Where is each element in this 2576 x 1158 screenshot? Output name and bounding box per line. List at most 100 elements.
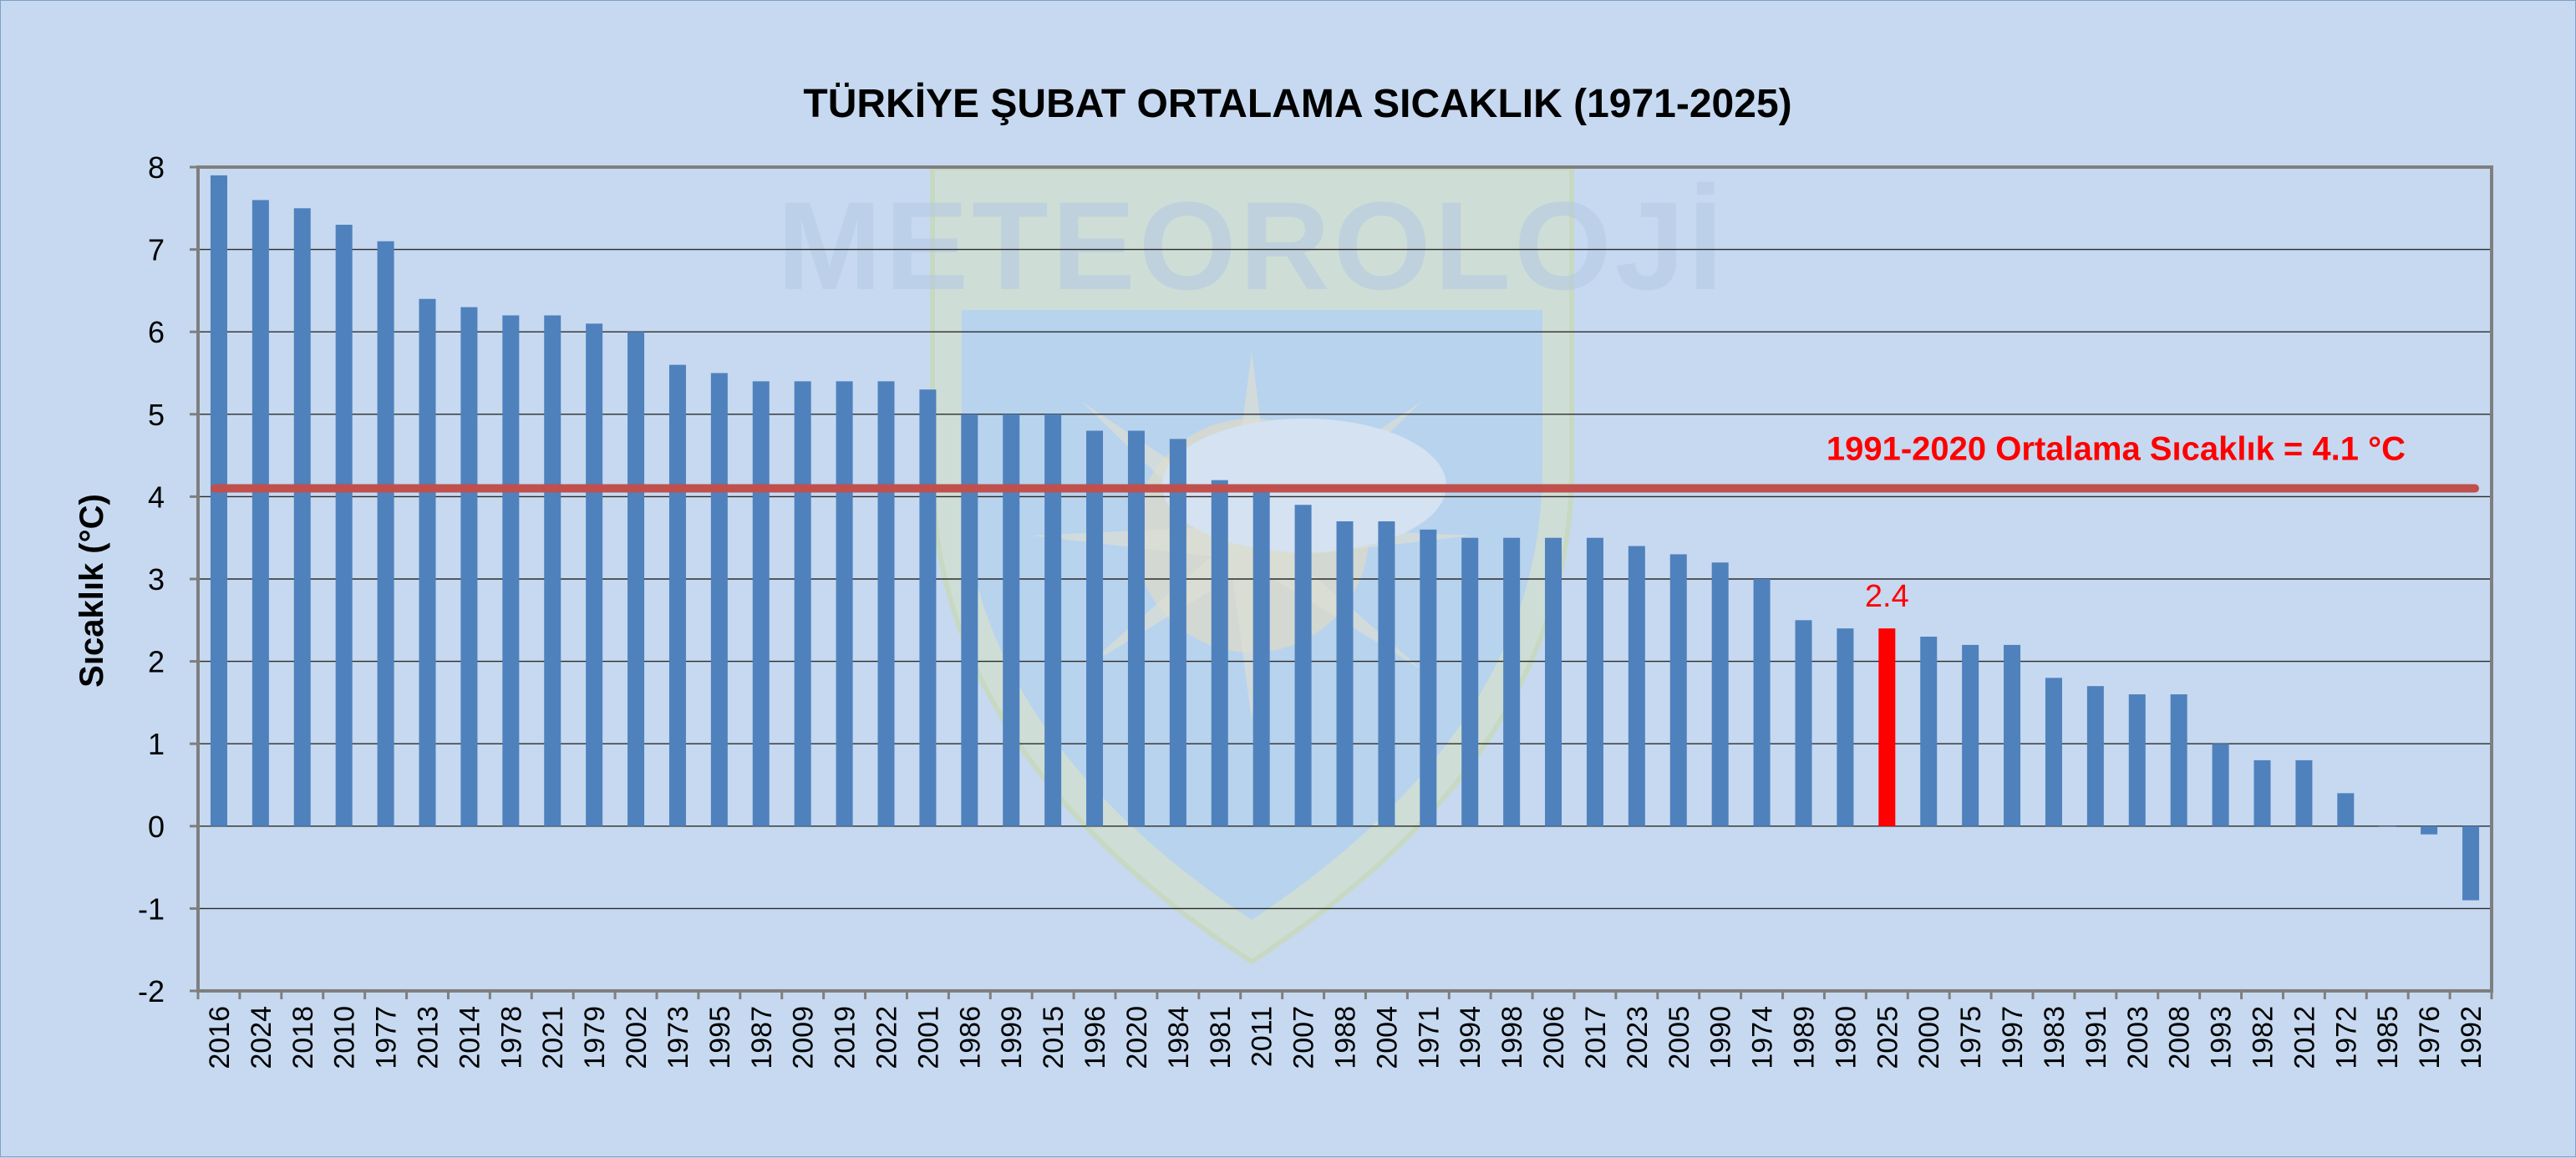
bar <box>627 332 645 826</box>
bar <box>2379 825 2396 827</box>
x-tick-label: 2013 <box>413 1006 445 1069</box>
x-tick-label: 1973 <box>663 1006 694 1069</box>
x-tick-label: 1976 <box>2414 1006 2446 1069</box>
x-tick-label: 1975 <box>1955 1006 1987 1069</box>
bar <box>1795 620 1812 826</box>
bar <box>1837 628 1854 826</box>
x-tick-label: 2011 <box>1247 1006 1278 1067</box>
x-tick-label: 2022 <box>871 1006 903 1069</box>
watermark-text: METEOROLOJİ <box>777 175 1726 316</box>
x-tick-label: 1977 <box>371 1006 403 1069</box>
y-tick-label: -2 <box>138 974 165 1008</box>
bar <box>1711 562 1729 826</box>
bar <box>794 381 811 826</box>
bar <box>1545 537 1562 826</box>
bar <box>919 389 937 826</box>
bar <box>2462 825 2480 901</box>
x-tick-label: 1990 <box>1705 1006 1737 1069</box>
x-tick-label: 1974 <box>1747 1006 1779 1069</box>
bar <box>335 225 353 826</box>
x-tick-label: 1996 <box>1080 1006 1111 1069</box>
x-tick-label: 2002 <box>621 1006 653 1069</box>
bar <box>2212 744 2229 826</box>
x-tick-label: 2014 <box>454 1006 485 1069</box>
bar <box>2295 759 2313 826</box>
bar <box>1669 554 1687 826</box>
x-tick-label: 1981 <box>1205 1006 1237 1069</box>
bar <box>1420 529 1437 826</box>
x-tick-label: 1998 <box>1496 1006 1528 1069</box>
bar <box>710 373 728 826</box>
x-tick-label: 2005 <box>1664 1006 1695 1069</box>
y-tick-label: -1 <box>138 891 165 926</box>
x-tick-label: 2000 <box>1913 1006 1945 1069</box>
bar <box>1586 537 1603 826</box>
x-tick-label: 2024 <box>246 1006 277 1069</box>
y-tick-label: 7 <box>148 233 165 267</box>
bar <box>836 381 853 826</box>
x-tick-label: 1992 <box>2456 1006 2487 1069</box>
bar <box>752 381 770 826</box>
x-tick-label: 2012 <box>2289 1006 2320 1069</box>
annotations: 1991-2020 Ortalama Sıcaklık = 4.1 °C 2.4 <box>1827 431 2406 615</box>
x-tick-label: 1989 <box>1789 1006 1821 1069</box>
bar <box>1628 546 1645 826</box>
x-tick-label: 2015 <box>1038 1006 1070 1069</box>
bar <box>1461 537 1479 826</box>
bar <box>377 241 394 826</box>
y-axis-label: Sıcaklık (°C) <box>74 494 110 688</box>
x-tick-label: 1971 <box>1413 1006 1445 1069</box>
y-tick-label: 8 <box>148 150 165 185</box>
x-tick-label: 2007 <box>1288 1006 1320 1069</box>
bar <box>1503 537 1521 826</box>
bar <box>1086 430 1104 826</box>
bar <box>1294 505 1312 826</box>
x-tick-label: 2020 <box>1121 1006 1153 1069</box>
bar <box>586 323 603 826</box>
bar <box>668 364 686 826</box>
bar <box>293 208 311 826</box>
x-tick-label: 1972 <box>2330 1006 2362 1069</box>
x-tick-label: 1984 <box>1163 1006 1195 1069</box>
x-tick-label: 2006 <box>1538 1006 1570 1069</box>
x-axis-ticks: 2016 2024 2018 2010 1977 2013 2014 1978 2021 1979… <box>196 991 2493 1069</box>
y-tick-label: 6 <box>148 315 165 349</box>
bar <box>2337 793 2355 826</box>
y-tick-label: 3 <box>148 562 165 597</box>
data-label-2025: 2.4 <box>1865 579 1909 614</box>
bar <box>877 381 895 826</box>
bar <box>961 414 978 826</box>
x-tick-label: 1997 <box>1997 1006 2029 1069</box>
bar <box>1336 521 1354 826</box>
y-tick-label: 1 <box>148 727 165 761</box>
bar <box>1962 644 1979 826</box>
bar <box>502 315 520 826</box>
x-tick-label: 1982 <box>2248 1006 2279 1069</box>
x-tick-label: 1988 <box>1330 1006 1362 1069</box>
x-tick-label: 2018 <box>287 1006 319 1069</box>
chart-title: TÜRKİYE ŞUBAT ORTALAMA SICAKLIK (1971-20… <box>803 82 1791 126</box>
y-tick-label: 4 <box>148 480 165 514</box>
x-tick-label: 2025 <box>1872 1006 1903 1069</box>
x-tick-label: 2016 <box>204 1006 236 1069</box>
x-tick-label: 2017 <box>1580 1006 1612 1069</box>
bar <box>1378 521 1395 826</box>
x-tick-label: 1999 <box>996 1006 1028 1069</box>
bar <box>2045 678 2062 826</box>
y-tick-label: 0 <box>148 810 165 844</box>
y-axis-ticks: 8 7 6 5 4 3 2 1 0 -1 -2 <box>138 150 198 1008</box>
x-tick-label: 1993 <box>2206 1006 2238 1069</box>
bar <box>2253 759 2271 826</box>
bar <box>1044 414 1062 826</box>
x-tick-label: 2023 <box>1622 1006 1654 1069</box>
x-tick-label: 1978 <box>495 1006 527 1069</box>
bar <box>2004 644 2021 826</box>
bar <box>252 200 269 826</box>
y-tick-label: 2 <box>148 645 165 679</box>
x-tick-label: 1979 <box>579 1006 611 1069</box>
x-tick-label: 1985 <box>2372 1006 2404 1069</box>
x-tick-label: 2021 <box>537 1006 569 1069</box>
bar <box>1169 439 1186 826</box>
